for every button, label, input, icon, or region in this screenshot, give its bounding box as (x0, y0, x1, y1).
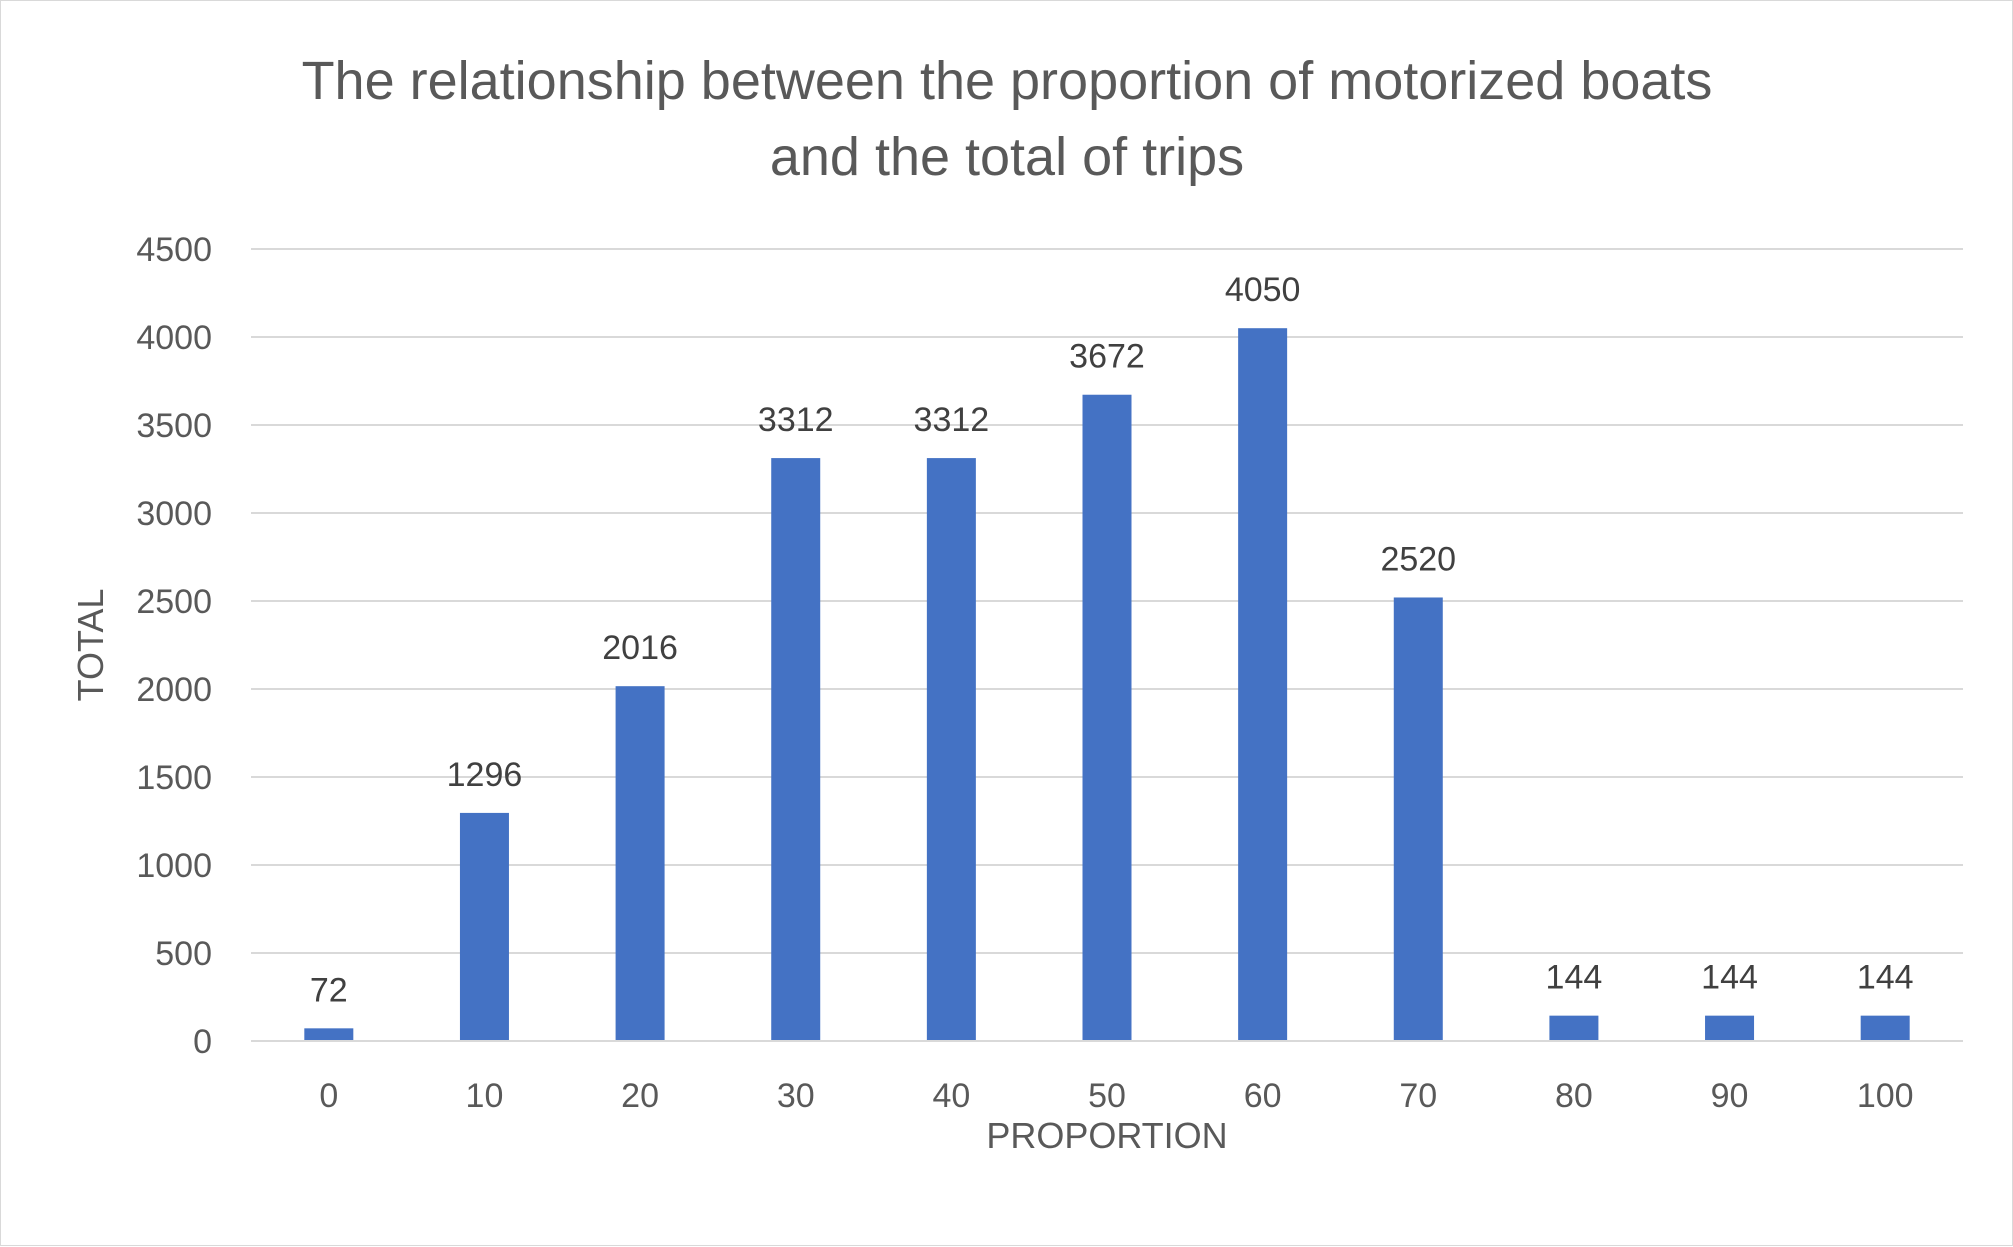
bars (304, 328, 1910, 1041)
x-tick-label: 100 (1857, 1077, 1914, 1115)
bar-80 (1549, 1015, 1599, 1041)
data-label-100: 144 (1857, 959, 1914, 997)
y-axis-ticks: 0 500 1000 1500 2000 2500 3000 3500 4000 4500 (136, 231, 212, 1061)
y-axis-title: TOTAL (70, 589, 111, 702)
y-tick-label: 3500 (136, 407, 212, 445)
bar-20 (615, 686, 665, 1041)
data-label-20: 2016 (602, 629, 678, 667)
bar-100 (1860, 1015, 1910, 1041)
y-tick-label: 1500 (136, 759, 212, 797)
y-tick-label: 500 (155, 935, 212, 973)
x-axis-title: PROPORTION (986, 1115, 1227, 1156)
data-label-60: 4050 (1225, 271, 1301, 309)
data-labels: 72 1296 2016 3312 3312 3672 4050 2520 144 144 144 (310, 271, 1914, 1009)
data-label-40: 3312 (914, 401, 990, 439)
x-axis-ticks: 0 10 20 30 40 50 60 70 80 90 100 (319, 1077, 1913, 1115)
y-tick-label: 2000 (136, 671, 212, 709)
data-label-80: 144 (1546, 959, 1603, 997)
y-tick-label: 2500 (136, 583, 212, 621)
data-label-70: 2520 (1380, 540, 1456, 578)
bar-30 (771, 458, 821, 1041)
bar-70 (1393, 597, 1443, 1041)
chart-title: The relationship between the proportion … (302, 51, 1713, 187)
y-tick-label: 1000 (136, 847, 212, 885)
x-tick-label: 0 (319, 1077, 338, 1115)
data-label-50: 3672 (1069, 338, 1145, 376)
x-tick-label: 20 (621, 1077, 659, 1115)
chart-title-line-1: The relationship between the proportion … (302, 51, 1713, 111)
x-tick-label: 30 (777, 1077, 815, 1115)
data-label-10: 1296 (447, 756, 523, 794)
x-tick-label: 60 (1244, 1077, 1282, 1115)
y-tick-label: 0 (193, 1023, 212, 1061)
bar-10 (459, 812, 509, 1041)
y-tick-label: 4500 (136, 231, 212, 269)
bar-0 (304, 1028, 354, 1041)
data-label-90: 144 (1701, 959, 1758, 997)
data-label-0: 72 (310, 971, 348, 1009)
bar-40 (926, 458, 976, 1041)
y-tick-label: 3000 (136, 495, 212, 533)
x-tick-label: 40 (932, 1077, 970, 1115)
x-tick-label: 90 (1711, 1077, 1749, 1115)
x-tick-label: 70 (1399, 1077, 1437, 1115)
x-tick-label: 10 (466, 1077, 504, 1115)
y-tick-label: 4000 (136, 319, 212, 357)
bar-60 (1238, 328, 1288, 1041)
x-tick-label: 80 (1555, 1077, 1593, 1115)
chart-title-line-2: and the total of trips (770, 127, 1244, 187)
data-label-30: 3312 (758, 401, 834, 439)
x-tick-label: 50 (1088, 1077, 1126, 1115)
bar-90 (1705, 1015, 1755, 1041)
bar-50 (1082, 394, 1132, 1041)
